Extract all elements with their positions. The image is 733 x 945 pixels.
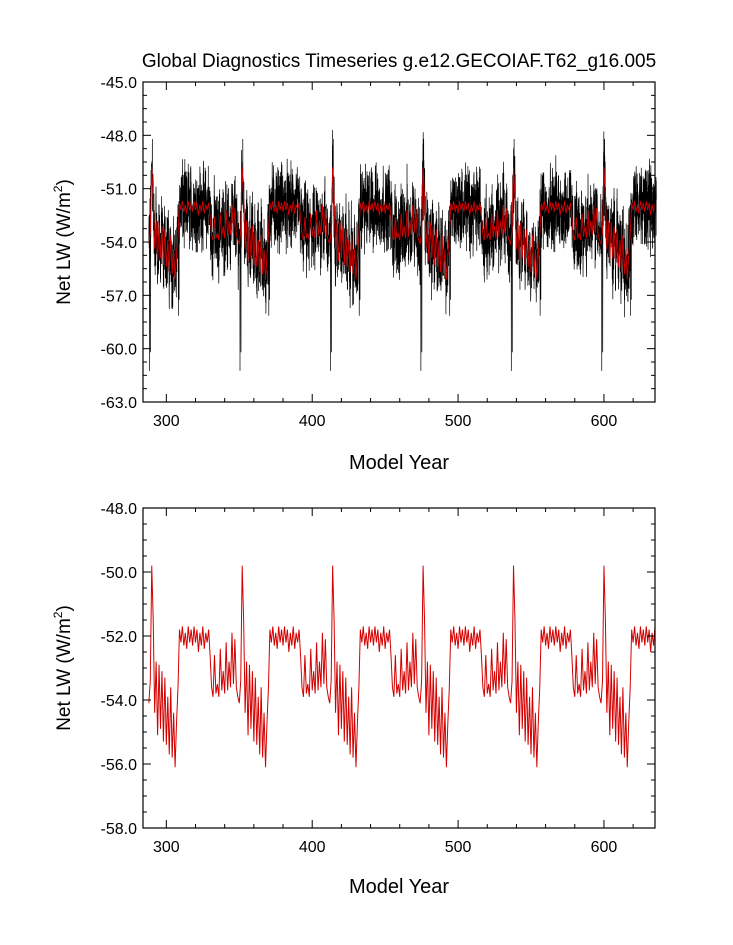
bottom-y-tick-label: -50.0 bbox=[101, 565, 138, 582]
bottom-series-group bbox=[148, 565, 656, 768]
top-y-tick-label: -48.0 bbox=[101, 128, 138, 145]
top-y-tick-label: -45.0 bbox=[101, 75, 138, 92]
top-x-tick-label: 400 bbox=[299, 413, 326, 430]
top-panel: -63.0 -60.0 -57.0 -54.0 -51.0 -48.0 -45.0 300 40… bbox=[51, 75, 657, 474]
bottom-x-tick-label: 400 bbox=[299, 839, 326, 856]
top-x-tick-label: 600 bbox=[591, 413, 618, 430]
figure-title: Global Diagnostics Timeseries g.e12.GECO… bbox=[142, 51, 656, 72]
top-y-tick-label: -60.0 bbox=[101, 342, 138, 359]
top-y-tick-label: -51.0 bbox=[101, 182, 138, 199]
bottom-y-tick-label: -58.0 bbox=[101, 821, 138, 838]
bottom-y-tick-label: -56.0 bbox=[101, 757, 138, 774]
top-ticks: -63.0 -60.0 -57.0 -54.0 -51.0 -48.0 -45.0 300 40… bbox=[101, 75, 655, 430]
top-y-axis-label: Net LW (W/m2) bbox=[51, 179, 75, 305]
bottom-y-axis-label: Net LW (W/m2) bbox=[51, 605, 75, 731]
top-x-tick-label: 500 bbox=[445, 413, 472, 430]
bottom-x-tick-label: 500 bbox=[445, 839, 472, 856]
bottom-y-tick-label: -52.0 bbox=[101, 629, 138, 646]
top-y-tick-label: -54.0 bbox=[101, 235, 138, 252]
bottom-y-tick-label: -48.0 bbox=[101, 501, 138, 518]
top-series-group bbox=[148, 129, 657, 371]
bottom-x-tick-label: 300 bbox=[153, 839, 180, 856]
top-x-axis-label: Model Year bbox=[349, 452, 449, 474]
bottom-ticks: -58.0 -56.0 -54.0 -52.0 -50.0 -48.0 300 400 500 6… bbox=[101, 501, 655, 856]
bottom-x-tick-label: 600 bbox=[591, 839, 618, 856]
top-x-tick-label: 300 bbox=[153, 413, 180, 430]
top-y-tick-label: -57.0 bbox=[101, 288, 138, 305]
top-annual-mean-line bbox=[148, 167, 656, 280]
annual-mean-net-lw-line bbox=[148, 565, 656, 768]
top-y-tick-label: -63.0 bbox=[101, 395, 138, 412]
bottom-panel: -58.0 -56.0 -54.0 -52.0 -50.0 -48.0 300 400 500 6… bbox=[51, 501, 656, 898]
monthly-net-lw-line bbox=[148, 129, 657, 371]
bottom-x-axis-label: Model Year bbox=[349, 876, 449, 898]
bottom-y-tick-label: -54.0 bbox=[101, 693, 138, 710]
